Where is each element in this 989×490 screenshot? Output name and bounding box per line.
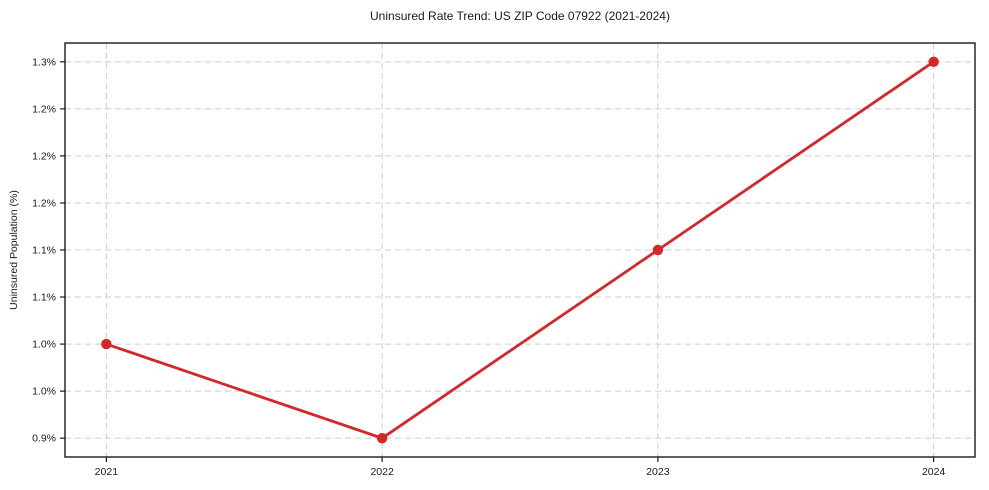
y-tick-label: 1.2% (32, 103, 56, 115)
plot-border (64, 42, 976, 458)
y-tick-label: 0.9% (32, 433, 56, 445)
data-point-marker (928, 56, 939, 68)
chart-title: Uninsured Rate Trend: US ZIP Code 07922 … (370, 9, 670, 23)
x-tick-label: 2023 (646, 466, 670, 478)
y-tick-label: 1.2% (32, 150, 56, 162)
x-tick-label: 2022 (370, 466, 394, 478)
y-tick-label: 1.0% (32, 386, 56, 398)
y-tick-label: 1.2% (32, 197, 56, 209)
data-point-marker (376, 432, 388, 444)
y-tick-label: 1.1% (32, 292, 56, 304)
y-tick-label: 1.1% (32, 245, 56, 257)
x-tick-label: 2021 (95, 466, 119, 478)
data-point-marker (101, 338, 112, 350)
x-tick-label: 2024 (922, 466, 946, 478)
data-point-marker (652, 244, 664, 256)
y-tick-label: 1.0% (32, 339, 56, 351)
trend-line (104, 60, 936, 440)
y-tick-label: 1.3% (32, 56, 56, 68)
